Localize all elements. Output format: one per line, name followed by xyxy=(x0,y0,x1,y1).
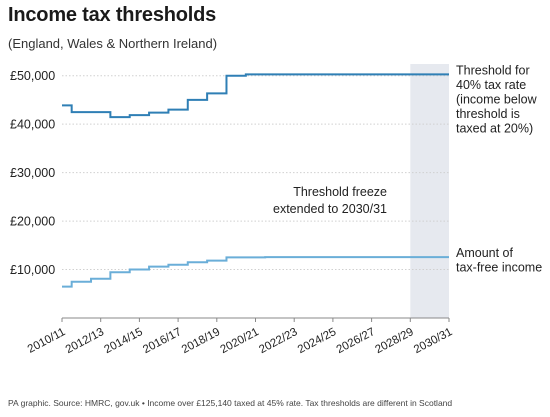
x-tick-label: 2014/15 xyxy=(102,326,144,356)
series-label-line: Amount of xyxy=(456,246,514,260)
freeze-annotation-text: Threshold freeze extended to 2030/31 xyxy=(273,185,387,216)
series-label-higher: Threshold for 40% tax rate (income below th… xyxy=(456,63,538,135)
x-tick-label: 2016/17 xyxy=(141,326,183,356)
freeze-shaded-region xyxy=(410,64,449,318)
x-tick-labels: 2010/112012/132014/152016/172018/192020/… xyxy=(26,318,454,356)
x-tick-label: 2018/19 xyxy=(180,326,222,356)
series-label-line: taxed at 20%) xyxy=(456,121,533,135)
series-label-line: (income below xyxy=(456,92,538,106)
x-tick-label: 2010/11 xyxy=(26,326,68,356)
series-label-allowance: Amount of tax-free income xyxy=(456,246,542,275)
x-tick-label: 2012/13 xyxy=(64,326,106,356)
x-tick-label: 2024/25 xyxy=(296,326,338,356)
y-tick-label: £30,000 xyxy=(10,166,55,180)
y-tick-labels: £50,000 £40,000 £30,000 £20,000 £10,000 xyxy=(10,69,55,277)
grid-layer xyxy=(62,75,449,319)
series-label-line: 40% tax rate xyxy=(456,78,526,92)
x-tick-label: 2026/27 xyxy=(335,326,377,356)
chart-title: Income tax thresholds xyxy=(8,4,217,26)
series-label-line: threshold is xyxy=(456,107,520,121)
series-layer xyxy=(62,73,449,288)
series-line-higher xyxy=(62,73,449,119)
x-tick-label: 2028/29 xyxy=(373,326,415,356)
series-labels: Threshold for 40% tax rate (income below th… xyxy=(456,63,542,274)
x-tick-label: 2030/31 xyxy=(412,326,454,356)
source-note: PA graphic. Source: HMRC, gov.uk • Incom… xyxy=(8,398,453,408)
freeze-annotation: Threshold freeze extended to 2030/31 xyxy=(273,185,387,216)
chart-subtitle: (England, Wales & Northern Ireland) xyxy=(8,36,218,51)
series-label-line: tax-free income xyxy=(456,261,542,275)
freeze-annotation-line: extended to 2030/31 xyxy=(273,202,387,216)
y-tick-label: £10,000 xyxy=(10,263,55,277)
series-label-line: Threshold for xyxy=(456,63,530,77)
freeze-shaded-region-layer xyxy=(410,64,449,318)
freeze-annotation-line: Threshold freeze xyxy=(293,185,387,199)
x-tick-label: 2022/23 xyxy=(257,326,299,356)
x-tick-label: 2020/21 xyxy=(219,326,261,356)
y-tick-label: £40,000 xyxy=(10,118,55,132)
y-tick-label: £20,000 xyxy=(10,215,55,229)
series-line-allowance xyxy=(62,256,449,288)
y-tick-label: £50,000 xyxy=(10,69,55,83)
